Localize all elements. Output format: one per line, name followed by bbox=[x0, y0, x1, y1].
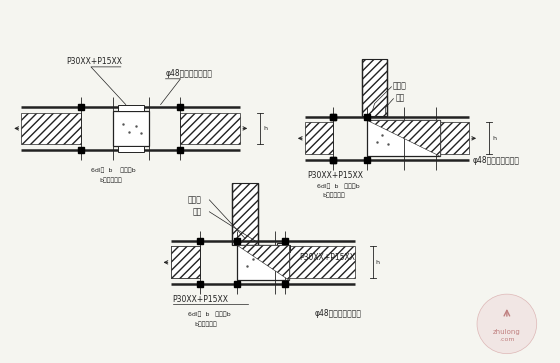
Bar bbox=[21, 113, 81, 144]
Bar bbox=[118, 146, 144, 152]
Polygon shape bbox=[367, 121, 440, 156]
Bar bbox=[113, 111, 148, 146]
Bar bbox=[404, 122, 469, 154]
Text: 6dl上  b    局起千b: 6dl上 b 局起千b bbox=[91, 167, 136, 173]
Bar bbox=[237, 245, 289, 280]
Text: b内锁固款定: b内锁固款定 bbox=[99, 178, 122, 183]
Text: 木楔: 木楔 bbox=[395, 94, 405, 103]
Bar bbox=[287, 246, 354, 278]
Text: h: h bbox=[492, 136, 496, 141]
Text: .com: .com bbox=[499, 337, 515, 342]
Bar bbox=[277, 242, 283, 245]
Text: 阴角模: 阴角模 bbox=[393, 82, 407, 91]
Text: P30XX+P15XX: P30XX+P15XX bbox=[66, 57, 122, 66]
Bar bbox=[171, 246, 200, 278]
Text: φ48钢管每层框四道: φ48钢管每层框四道 bbox=[315, 309, 362, 318]
Text: b内锁固款定: b内锁固款定 bbox=[194, 321, 217, 327]
Text: P30XX+P15XX: P30XX+P15XX bbox=[299, 253, 355, 262]
Text: φ48钢管每层框四道: φ48钢管每层框四道 bbox=[473, 156, 520, 165]
Text: 阴角模: 阴角模 bbox=[188, 196, 202, 205]
Text: 木楔: 木楔 bbox=[193, 208, 202, 217]
Bar bbox=[171, 246, 200, 278]
Text: φ48钢管每层框四道: φ48钢管每层框四道 bbox=[166, 69, 213, 78]
Circle shape bbox=[477, 294, 536, 354]
Text: P30XX+P15XX: P30XX+P15XX bbox=[307, 171, 363, 180]
Bar bbox=[180, 113, 240, 144]
Bar bbox=[362, 59, 388, 115]
Text: 6dl上  b   局起千b: 6dl上 b 局起千b bbox=[317, 183, 360, 189]
Bar bbox=[305, 122, 333, 154]
Text: 6dl上  b   局起千b: 6dl上 b 局起千b bbox=[189, 311, 231, 317]
Text: P30XX+P15XX: P30XX+P15XX bbox=[172, 295, 228, 304]
Bar bbox=[118, 105, 144, 111]
Bar bbox=[232, 183, 258, 245]
Text: h: h bbox=[263, 126, 267, 131]
Bar bbox=[272, 245, 290, 252]
Polygon shape bbox=[237, 245, 289, 280]
Text: zhulong: zhulong bbox=[493, 329, 521, 335]
Text: h: h bbox=[376, 260, 380, 265]
Text: b内锁固款定: b内锁固款定 bbox=[323, 192, 346, 198]
Bar bbox=[367, 121, 440, 156]
